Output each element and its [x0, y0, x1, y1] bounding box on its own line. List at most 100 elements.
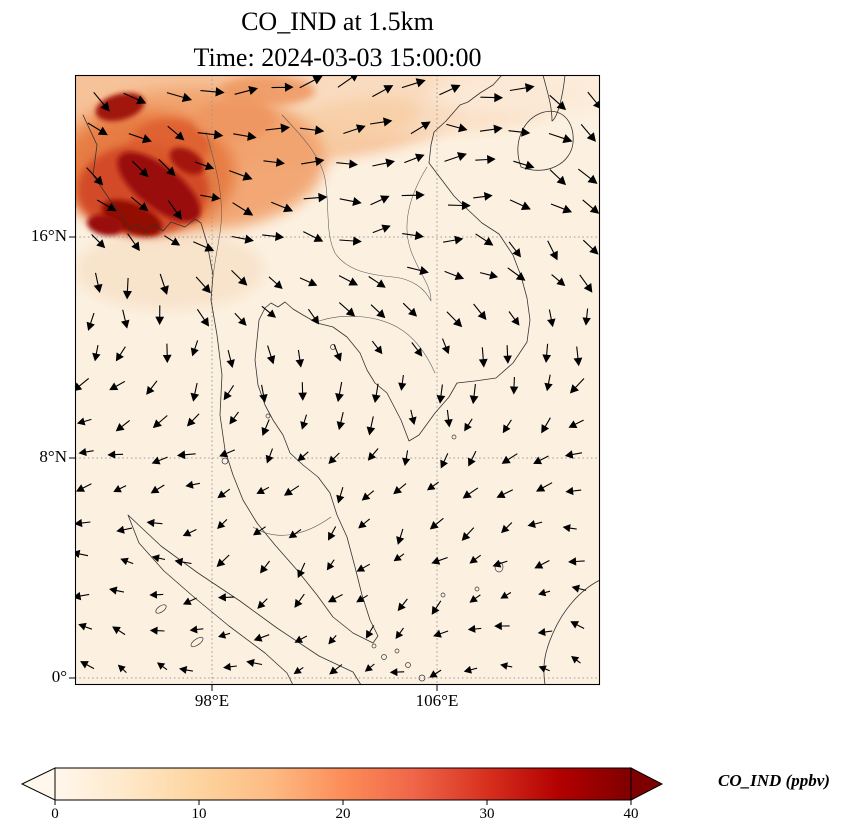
wind-arrow [469, 384, 479, 405]
wind-arrow [219, 449, 236, 458]
wind-arrow [548, 132, 573, 144]
wind-arrow [408, 409, 417, 426]
wind-arrow [283, 485, 300, 496]
wind-arrow [537, 628, 553, 637]
wind-arrow [301, 156, 325, 167]
wind-arrow [402, 231, 424, 241]
wind-arrow [297, 562, 306, 579]
wind-arrow [288, 529, 302, 539]
wind-arrow [329, 664, 343, 675]
wind-arrow [366, 416, 376, 436]
wind-arrow [549, 94, 567, 111]
wind-arrow [396, 528, 405, 545]
wind-arrow [468, 450, 477, 467]
wind-arrow [356, 563, 371, 572]
wind-arrow [233, 131, 257, 141]
wind-arrow [501, 522, 513, 534]
wind-arrow [217, 593, 235, 602]
wind-arrow [462, 487, 479, 499]
wind-arrow [234, 85, 259, 96]
wind-arrow [326, 559, 335, 571]
wind-arrow [389, 668, 405, 677]
wind-arrow [146, 518, 163, 528]
wind-arrow [246, 658, 263, 667]
colorbar-tick-label: 20 [335, 806, 351, 822]
wind-arrow [123, 92, 147, 105]
wind-arrow [475, 155, 496, 164]
wind-arrow [200, 87, 225, 97]
wind-arrow [547, 309, 556, 328]
wind-arrow [370, 117, 393, 127]
wind-arrow [429, 669, 442, 678]
wind-arrow [429, 517, 444, 530]
coastline-leizhou [542, 75, 566, 122]
wind-arrow [550, 203, 573, 214]
wind-arrow [544, 374, 553, 392]
wind-arrow [547, 240, 558, 261]
wind-arrow [513, 160, 535, 170]
wind-arrow [542, 343, 552, 363]
wind-arrow [370, 195, 390, 206]
wind-arrow [402, 450, 411, 466]
wind-arrow [508, 127, 531, 137]
wind-arrow [232, 202, 254, 216]
wind-arrow [534, 560, 550, 569]
wind-arrow [117, 664, 127, 673]
wind-arrow [436, 384, 446, 404]
wind-arrow [128, 133, 152, 144]
wind-arrow [229, 170, 253, 181]
wind-arrow [582, 308, 591, 326]
wind-arrow [568, 419, 584, 428]
wind-arrow [91, 234, 106, 249]
wind-arrow [426, 481, 439, 491]
colorbar-extend-left [20, 767, 56, 801]
wind-arrow [115, 419, 131, 432]
wind-arrow [372, 85, 394, 98]
colorbar-gradient-bar [54, 767, 632, 801]
wind-arrow [231, 234, 254, 244]
wind-arrow [500, 662, 513, 670]
wind-arrow [159, 273, 169, 295]
wind-arrow [328, 452, 340, 465]
wind-arrow [146, 380, 158, 395]
wind-arrow [411, 342, 423, 357]
wind-arrow [573, 346, 583, 367]
wind-arrow [395, 627, 404, 640]
wind-arrow [223, 384, 235, 401]
wind-arrow [299, 75, 323, 89]
wind-arrow [338, 302, 356, 317]
wind-vectors-layer [75, 75, 600, 678]
y-tick-label: 0° [51, 667, 67, 686]
wind-arrow [501, 453, 518, 464]
wind-arrow [189, 625, 204, 634]
wind-arrow [229, 411, 239, 425]
wind-arrow [78, 448, 94, 457]
wind-arrow [393, 483, 407, 495]
wind-arrow [294, 593, 305, 608]
wind-arrow [151, 456, 168, 465]
wind-arrow [265, 448, 274, 464]
wind-arrow [371, 383, 381, 404]
wind-arrow [446, 311, 463, 328]
wind-arrow [200, 192, 221, 202]
wind-arrow [149, 590, 164, 599]
wind-arrow [533, 455, 549, 465]
country-borders [205, 114, 436, 536]
wind-arrow [336, 487, 345, 504]
wind-arrow [372, 158, 395, 168]
wind-arrow [87, 122, 108, 136]
wind-arrow [447, 200, 471, 211]
wind-arrow [339, 197, 362, 206]
wind-arrow [186, 413, 200, 427]
wind-arrow [478, 347, 488, 368]
wind-arrow [271, 201, 294, 213]
wind-arrow [475, 233, 494, 246]
wind-arrow [261, 419, 270, 436]
wind-arrow [479, 124, 503, 134]
wind-arrow [568, 557, 585, 566]
colorbar-tick-marks [54, 800, 632, 805]
wind-arrow [469, 554, 482, 564]
wind-arrow [217, 519, 228, 530]
gridlines [75, 75, 600, 685]
